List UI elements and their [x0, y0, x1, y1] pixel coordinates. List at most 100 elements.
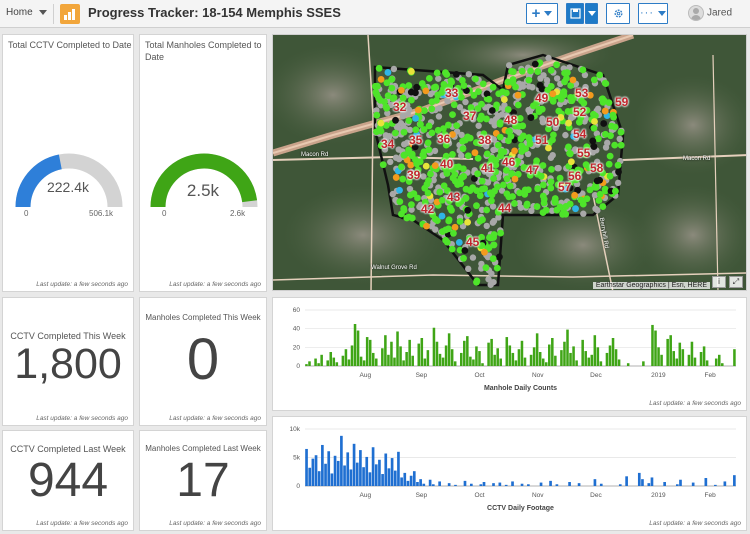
bar[interactable]	[320, 354, 323, 366]
manhole-marker[interactable]	[377, 75, 385, 83]
manhole-marker[interactable]	[462, 194, 470, 202]
bar[interactable]	[593, 479, 597, 486]
manhole-marker[interactable]	[549, 90, 557, 98]
manhole-marker[interactable]	[490, 231, 498, 238]
manhole-marker[interactable]	[445, 217, 453, 225]
manhole-marker[interactable]	[599, 203, 607, 210]
bar[interactable]	[605, 352, 609, 366]
manhole-marker[interactable]	[442, 69, 449, 77]
manhole-marker[interactable]	[412, 126, 420, 134]
bar[interactable]	[511, 481, 514, 486]
manhole-marker[interactable]	[396, 198, 404, 206]
manhole-marker[interactable]	[429, 211, 437, 219]
manhole-marker[interactable]	[605, 160, 613, 168]
manhole-marker[interactable]	[399, 175, 407, 183]
manhole-marker[interactable]	[433, 198, 441, 206]
bar[interactable]	[444, 345, 448, 366]
bar[interactable]	[568, 482, 571, 486]
manhole-marker[interactable]	[504, 78, 512, 86]
manhole-marker[interactable]	[452, 71, 460, 78]
bar[interactable]	[641, 479, 644, 486]
manhole-marker[interactable]	[414, 106, 422, 114]
manhole-marker[interactable]	[401, 151, 408, 159]
bar[interactable]	[308, 361, 311, 366]
bar[interactable]	[475, 346, 478, 366]
bar[interactable]	[466, 336, 469, 366]
bar[interactable]	[637, 472, 641, 486]
bar[interactable]	[551, 338, 554, 366]
bar[interactable]	[699, 352, 703, 366]
manhole-marker[interactable]	[410, 171, 418, 179]
manhole-marker[interactable]	[407, 96, 415, 104]
manhole-marker[interactable]	[489, 83, 497, 91]
manhole-marker[interactable]	[451, 223, 459, 231]
manhole-marker[interactable]	[509, 68, 517, 76]
bar[interactable]	[675, 358, 679, 366]
manhole-marker[interactable]	[391, 129, 399, 137]
manhole-marker[interactable]	[459, 173, 467, 181]
manhole-marker[interactable]	[532, 161, 540, 168]
save-button[interactable]	[566, 3, 584, 24]
bar[interactable]	[390, 341, 393, 366]
manhole-marker[interactable]	[405, 146, 412, 154]
manhole-marker[interactable]	[397, 100, 405, 108]
bar[interactable]	[352, 443, 356, 486]
manhole-marker[interactable]	[448, 78, 456, 86]
bar[interactable]	[672, 351, 675, 366]
manhole-marker[interactable]	[557, 113, 565, 121]
manhole-marker[interactable]	[488, 197, 495, 205]
bar[interactable]	[614, 349, 618, 366]
bar[interactable]	[563, 341, 566, 366]
bar[interactable]	[481, 363, 484, 366]
bar[interactable]	[529, 354, 533, 366]
bar[interactable]	[498, 482, 502, 486]
bar[interactable]	[365, 337, 369, 366]
manhole-marker[interactable]	[547, 184, 555, 192]
manhole-marker[interactable]	[403, 214, 411, 222]
manhole-marker[interactable]	[423, 222, 430, 230]
manhole-marker[interactable]	[448, 166, 456, 173]
manhole-marker[interactable]	[494, 141, 502, 149]
manhole-marker[interactable]	[606, 172, 614, 180]
manhole-marker[interactable]	[485, 95, 493, 103]
manhole-marker[interactable]	[564, 108, 572, 115]
manhole-marker[interactable]	[549, 97, 557, 105]
manhole-marker[interactable]	[575, 170, 582, 177]
manhole-marker[interactable]	[403, 156, 411, 164]
bar[interactable]	[690, 341, 694, 366]
manhole-marker[interactable]	[466, 235, 473, 243]
bar[interactable]	[478, 351, 481, 366]
manhole-marker[interactable]	[514, 91, 522, 99]
bar[interactable]	[714, 484, 717, 486]
manhole-marker[interactable]	[531, 60, 539, 68]
manhole-marker[interactable]	[478, 100, 485, 108]
bar[interactable]	[555, 484, 559, 486]
manhole-marker[interactable]	[424, 189, 432, 197]
manhole-marker[interactable]	[547, 178, 555, 186]
bar[interactable]	[702, 346, 706, 366]
bar[interactable]	[332, 357, 336, 366]
manhole-marker[interactable]	[601, 107, 609, 115]
manhole-marker[interactable]	[521, 186, 529, 194]
bar[interactable]	[493, 354, 496, 366]
bar[interactable]	[359, 356, 363, 366]
manhole-marker[interactable]	[449, 111, 456, 119]
bar[interactable]	[453, 361, 457, 366]
bar[interactable]	[396, 331, 399, 366]
bar[interactable]	[505, 337, 509, 366]
bar[interactable]	[717, 354, 721, 366]
bar[interactable]	[417, 343, 421, 366]
bar[interactable]	[422, 483, 426, 486]
manhole-marker[interactable]	[560, 88, 568, 96]
manhole-marker[interactable]	[463, 87, 470, 95]
bar[interactable]	[381, 348, 384, 366]
manhole-marker[interactable]	[574, 89, 582, 97]
manhole-marker[interactable]	[412, 89, 419, 97]
manhole-marker[interactable]	[443, 187, 451, 194]
bar[interactable]	[681, 349, 685, 366]
manhole-marker[interactable]	[611, 141, 619, 149]
manhole-marker[interactable]	[583, 106, 591, 114]
bar[interactable]	[384, 335, 387, 366]
bar[interactable]	[400, 477, 403, 486]
manhole-marker[interactable]	[567, 158, 575, 166]
